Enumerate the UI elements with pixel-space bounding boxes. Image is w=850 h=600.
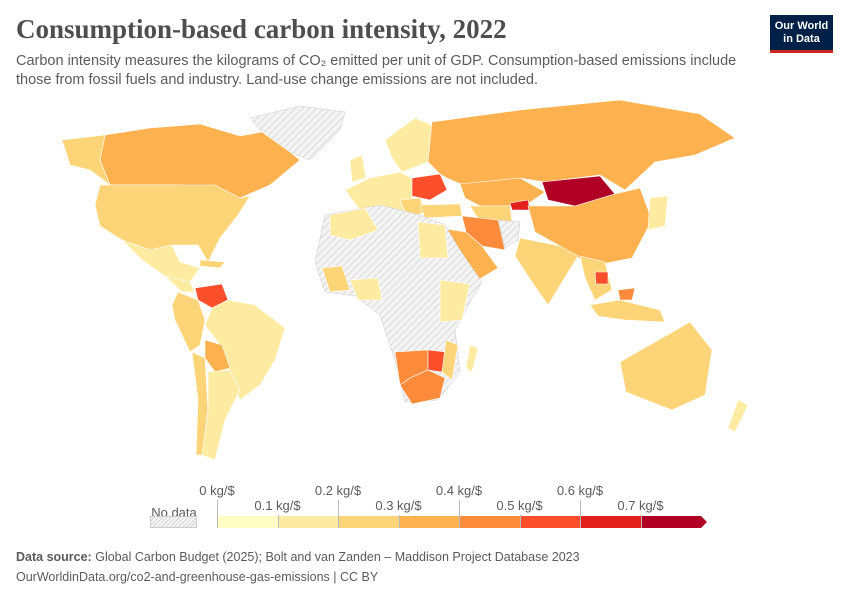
legend-tick-line (338, 500, 339, 528)
region-egypt[interactable] (417, 221, 449, 259)
region-mozambique[interactable] (441, 339, 459, 381)
region-india[interactable] (514, 237, 579, 306)
legend-tick-line (580, 500, 581, 528)
source-label: Data source: (16, 550, 92, 564)
region-iran[interactable] (461, 215, 506, 251)
region-brazil[interactable] (204, 299, 286, 401)
region-north-africa[interactable] (329, 207, 379, 241)
source-url[interactable]: OurWorldinData.org/co2-and-greenhouse-ga… (16, 570, 379, 584)
region-south-africa[interactable] (399, 369, 446, 405)
region-bolivia-paraguay[interactable] (204, 339, 231, 373)
world-map (61, 99, 749, 461)
chart-subtitle: Carbon intensity measures the kilograms … (16, 53, 737, 88)
region-russia[interactable] (427, 99, 736, 191)
legend-tick-label: 0.7 kg/$ (617, 498, 664, 513)
region-ukraine[interactable] (411, 173, 448, 201)
region-mexico[interactable] (121, 239, 201, 283)
region-west-africa[interactable] (321, 265, 351, 293)
source-text: Global Carbon Budget (2025); Bolt and va… (95, 550, 580, 564)
legend-bin-1[interactable] (277, 516, 338, 528)
owid-logo[interactable]: Our World in Data (770, 15, 833, 53)
legend-bin-5[interactable] (519, 516, 580, 528)
map-legend: No data 0 kg/$ 0.1 kg/$ 0.2 kg/$ 0.3 kg/$ 0.… (0, 480, 850, 530)
region-central-america[interactable] (163, 275, 196, 293)
region-australia[interactable] (619, 321, 713, 411)
legend-bin-6[interactable] (580, 516, 641, 528)
region-afghanistan[interactable] (497, 219, 521, 249)
region-turkey[interactable] (419, 203, 463, 219)
region-nigeria[interactable] (349, 277, 383, 301)
logo-text: Our World in Data (774, 20, 829, 45)
legend-bin-3[interactable] (398, 516, 459, 528)
chart-title: Consumption-based carbon intensity, 2022 (16, 14, 507, 44)
legend-tick-label: 0.5 kg/$ (496, 498, 543, 513)
region-malaysia[interactable] (617, 287, 636, 301)
legend-bin-2[interactable] (338, 516, 399, 528)
legend-bin-4[interactable] (459, 516, 520, 528)
region-colombia-peru[interactable] (171, 291, 206, 353)
region-chile[interactable] (191, 351, 209, 456)
region-madagascar[interactable] (465, 344, 479, 373)
legend-tick-label: 0.6 kg/$ (556, 483, 604, 498)
legend-tick-line (459, 500, 460, 528)
legend-bin-7[interactable] (641, 516, 708, 528)
legend-tick-label: 0.2 kg/$ (314, 483, 362, 498)
region-korea-japan[interactable] (647, 195, 669, 231)
legend-tick-label: 0.3 kg/$ (375, 498, 422, 513)
region-caribbean[interactable] (199, 259, 226, 269)
legend-tick-line (398, 515, 400, 528)
region-uk[interactable] (349, 154, 367, 183)
legend-bin-0[interactable] (217, 516, 278, 528)
region-argentina[interactable] (201, 369, 241, 461)
region-indonesia[interactable] (589, 299, 666, 323)
legend-no-data-swatch (150, 516, 197, 528)
legend-tick-label: 0.1 kg/$ (254, 498, 301, 513)
region-usa[interactable] (94, 184, 251, 263)
region-east-africa[interactable] (439, 279, 471, 323)
legend-tick-line (277, 515, 279, 528)
legend-tick-line (217, 500, 218, 528)
legend-tick-label: 0 kg/$ (199, 483, 235, 498)
region-new-zealand[interactable] (727, 399, 749, 433)
legend-tick-label: 0.4 kg/$ (435, 483, 483, 498)
legend-tick-line (519, 515, 521, 528)
region-china[interactable] (527, 187, 653, 267)
chart-footer: Data source: Global Carbon Budget (2025)… (16, 547, 580, 587)
legend-tick-line (640, 515, 642, 528)
region-cambodia[interactable] (594, 271, 609, 285)
region-scandinavia[interactable] (384, 117, 433, 173)
